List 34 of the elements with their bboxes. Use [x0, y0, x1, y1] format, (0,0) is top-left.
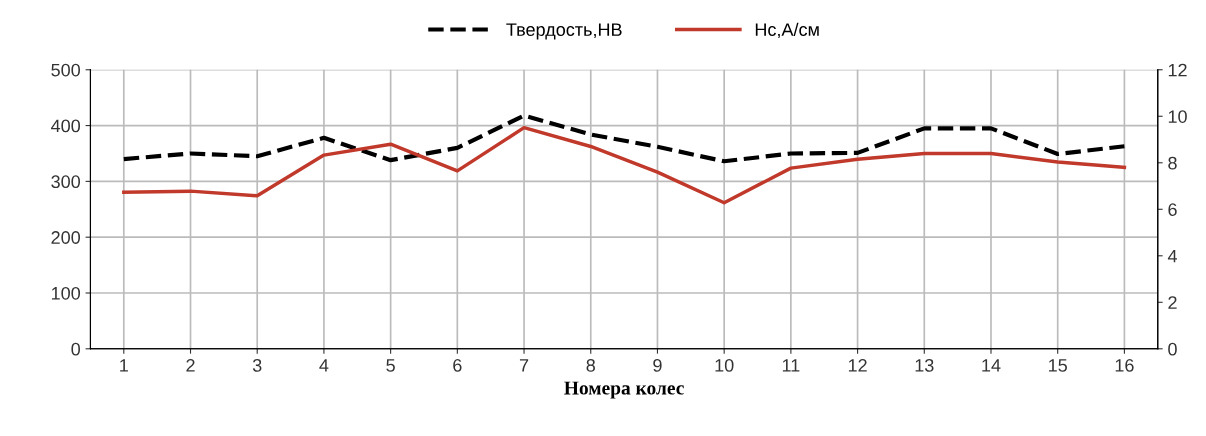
line-series — [121, 113, 1127, 164]
y-tick-label: 400 — [51, 119, 81, 133]
x-tick-label: 10 — [715, 359, 734, 372]
y-tick-label: 500 — [51, 63, 81, 77]
y2-tick-label: 8 — [1168, 156, 1177, 170]
x-tick-label: 9 — [653, 359, 662, 372]
y-tick-label: 200 — [51, 231, 81, 244]
x-tick-label: 14 — [982, 359, 1001, 372]
x-tick-label: 11 — [782, 359, 800, 372]
y2-tick-label: 6 — [1168, 203, 1177, 216]
y2-tick-label: 12 — [1168, 63, 1187, 77]
x-tick-label: 13 — [915, 359, 934, 372]
line-series — [122, 125, 1127, 205]
x-tick-label: 3 — [252, 359, 262, 372]
x-tick-label: 15 — [1049, 359, 1067, 372]
y2-tick-label: 2 — [1168, 296, 1177, 309]
x-tick-label: 12 — [848, 359, 867, 372]
y-tick-label: 100 — [51, 286, 81, 300]
y-tick-label: 0 — [71, 342, 81, 356]
x-tick-label: 2 — [186, 359, 195, 372]
x-tick-label: 8 — [586, 359, 595, 372]
x-axis-title: Номера колес — [564, 381, 684, 399]
x-tick-label: 4 — [319, 359, 329, 372]
legend-label: Нс,А/см — [755, 22, 819, 39]
y2-tick-label: 4 — [1167, 249, 1177, 263]
x-tick-label: 5 — [386, 359, 395, 372]
x-tick-label: 6 — [453, 359, 462, 372]
x-tick-label: 7 — [519, 359, 529, 372]
y2-tick-label: 0 — [1168, 342, 1177, 356]
y2-tick-label: 10 — [1168, 110, 1187, 123]
x-tick-label: 1 — [120, 359, 128, 372]
x-tick-label: 16 — [1115, 359, 1134, 372]
legend-label: Твердость,НВ — [506, 23, 622, 40]
y-tick-label: 300 — [51, 175, 81, 189]
